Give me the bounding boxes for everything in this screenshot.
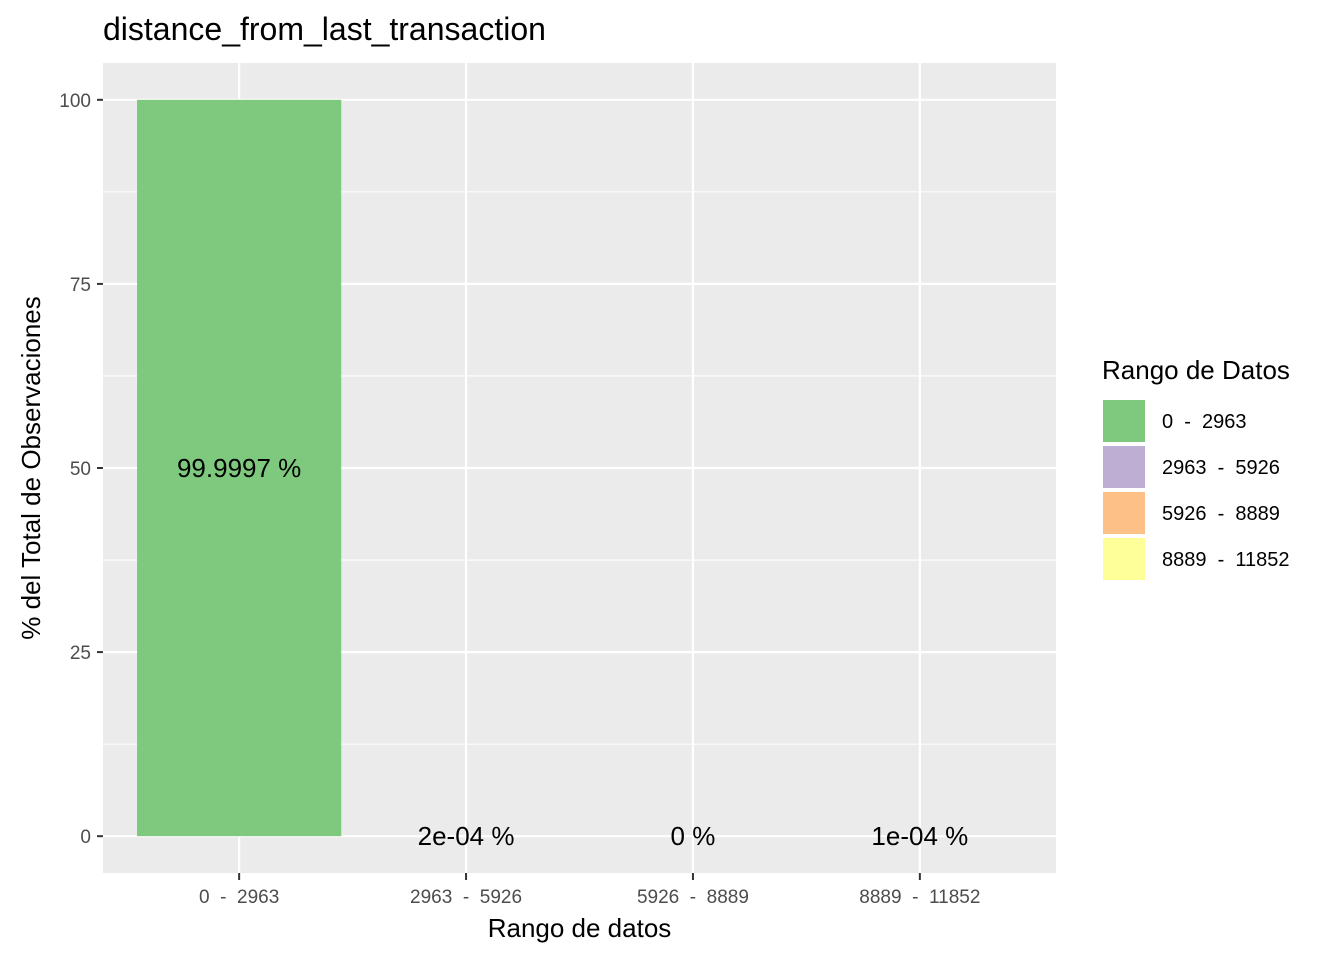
y-tick-label: 100 bbox=[59, 91, 91, 112]
bar bbox=[137, 99, 342, 837]
x-axis-title: Rango de datos bbox=[488, 913, 672, 943]
legend-label: 5926 - 8889 bbox=[1162, 503, 1280, 525]
y-tick-label: 50 bbox=[70, 459, 91, 480]
data-label: 1e-04 % bbox=[871, 821, 968, 851]
legend-items: 0 - 2963 2963 - 5926 5926 - 8889 8889 - 118… bbox=[1101, 398, 1290, 582]
bars bbox=[137, 99, 1022, 837]
y-tick-label: 25 bbox=[70, 643, 91, 664]
data-label: 0 % bbox=[671, 821, 716, 851]
legend-label: 8889 - 11852 bbox=[1162, 549, 1290, 571]
x-tick-label: 0 - 2963 bbox=[199, 887, 279, 908]
legend: Rango de Datos 0 - 2963 2963 - 5926 5926 -… bbox=[1101, 355, 1290, 582]
legend-key bbox=[1101, 536, 1147, 582]
legend-label: 2963 - 5926 bbox=[1162, 457, 1280, 479]
x-tick-label: 8889 - 11852 bbox=[859, 887, 980, 908]
legend-title: Rango de Datos bbox=[1102, 355, 1290, 385]
chart-title: distance_from_last_transaction bbox=[103, 11, 546, 47]
data-labels: 99.9997 % 2e-04 % 0 % 1e-04 % bbox=[177, 453, 968, 851]
y-tick-label: 0 bbox=[80, 827, 91, 848]
x-tick-label: 2963 - 5926 bbox=[410, 887, 522, 908]
x-axis: 0 - 2963 2963 - 5926 5926 - 8889 8889 - 118… bbox=[199, 873, 980, 908]
legend-key bbox=[1101, 444, 1147, 490]
y-axis: 0 25 50 75 100 bbox=[59, 91, 103, 848]
legend-label: 0 - 2963 bbox=[1162, 411, 1247, 433]
data-label: 99.9997 % bbox=[177, 453, 301, 483]
y-axis-title: % del Total de Observaciones bbox=[16, 296, 46, 640]
data-label: 2e-04 % bbox=[418, 821, 515, 851]
legend-key bbox=[1101, 490, 1147, 536]
y-tick-label: 75 bbox=[70, 275, 91, 296]
legend-key bbox=[1101, 398, 1147, 444]
x-tick-label: 5926 - 8889 bbox=[637, 887, 749, 908]
